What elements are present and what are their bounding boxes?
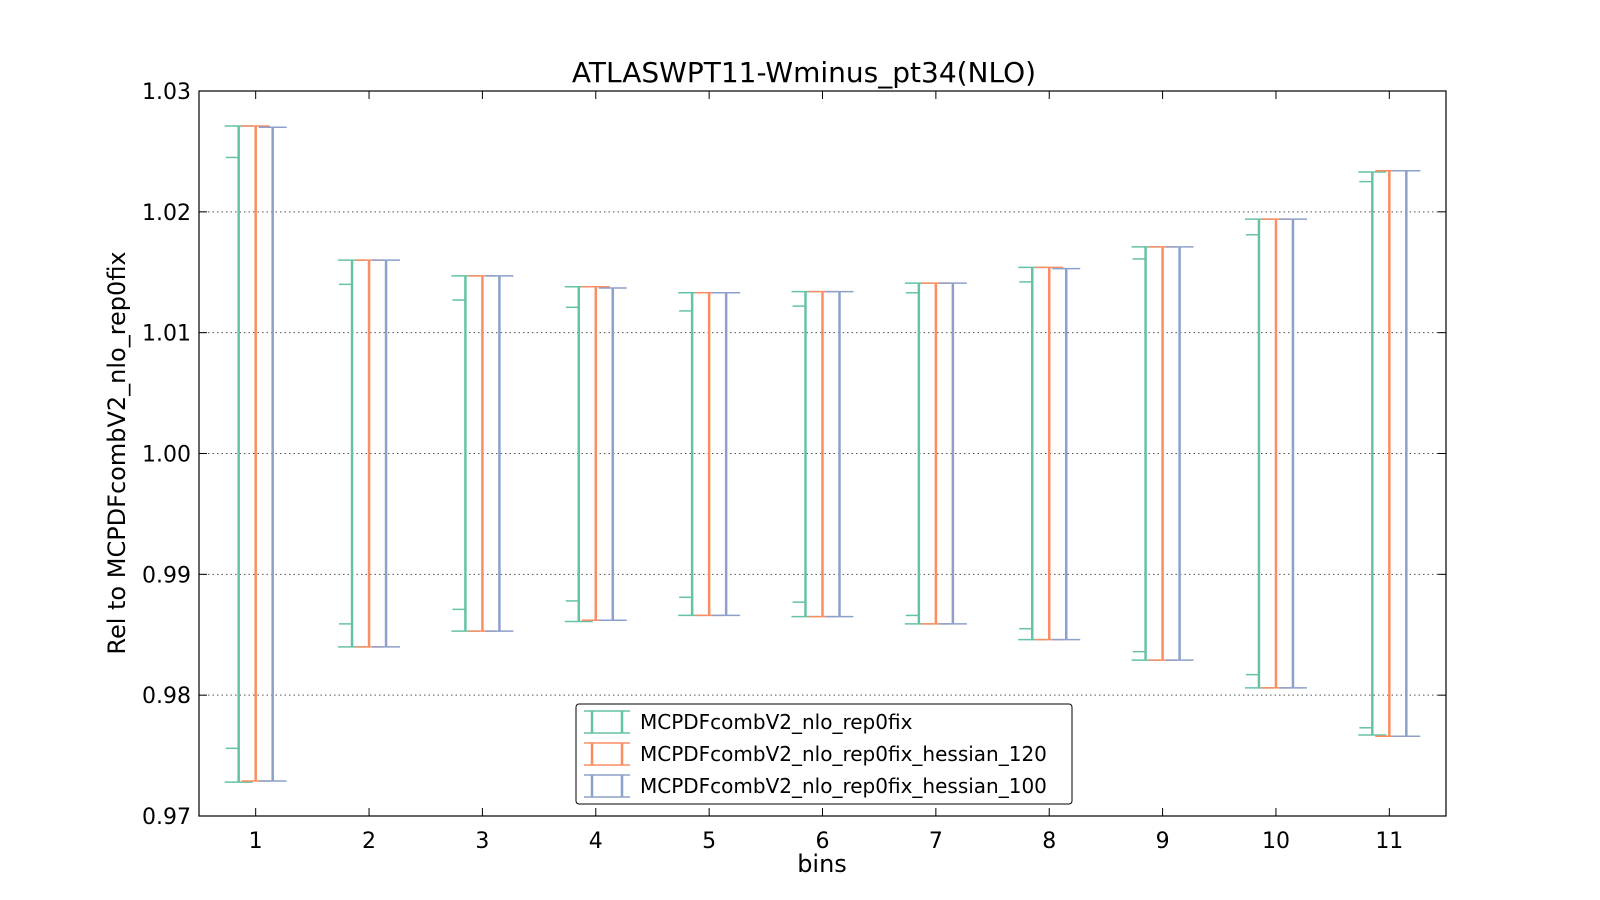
x-axis-label: bins	[797, 850, 847, 878]
error-bar	[1165, 246, 1194, 661]
error-bar	[712, 292, 741, 617]
y-tick-label: 0.99	[142, 563, 191, 588]
error-bar	[1018, 266, 1047, 641]
legend-entry: MCPDFcombV2_nlo_rep0fix_hessian_120	[584, 742, 1047, 766]
grid	[199, 211, 1446, 696]
error-bar	[598, 287, 627, 621]
x-tick-label: 4	[589, 829, 603, 854]
y-tick-label: 0.98	[142, 684, 191, 709]
x-tick-label: 10	[1262, 829, 1290, 854]
error-bar	[1392, 170, 1421, 737]
y-tick-label: 1.03	[142, 80, 191, 105]
y-tick-label: 0.97	[142, 805, 191, 830]
y-axis-label: Rel to MCPDFcombV2_nlo_rep0fix	[103, 251, 131, 654]
x-tick-label: 5	[702, 829, 716, 854]
error-bar	[485, 275, 514, 632]
y-tick-label: 1.01	[142, 322, 191, 347]
legend-label: MCPDFcombV2_nlo_rep0fix	[640, 710, 913, 734]
y-tick-label: 1.02	[142, 201, 191, 226]
x-tick-label: 1	[249, 829, 263, 854]
legend-entry: MCPDFcombV2_nlo_rep0fix	[584, 710, 913, 734]
error-bar	[1278, 218, 1307, 689]
error-bars	[224, 125, 1421, 783]
error-bar	[1052, 267, 1081, 641]
legend-box	[575, 703, 1073, 805]
error-bar	[825, 290, 854, 618]
axis-ticks: 0.97 0.98 0.99 1.00 1.01 1.02 1.03 1 2 3 4 5 6 7 8 9 10 1…	[142, 80, 1446, 854]
x-tick-label: 3	[475, 829, 489, 854]
legend: MCPDFcombV2_nlo_rep0fix MCPDFcombV2_nlo_r…	[575, 703, 1073, 805]
error-bar	[372, 259, 401, 648]
chart-title: ATLASWPT11-Wminus_pt34(NLO)	[572, 56, 1036, 89]
x-tick-label: 11	[1375, 829, 1403, 854]
x-tick-label: 9	[1156, 829, 1170, 854]
x-tick-label: 6	[816, 829, 830, 854]
legend-entry: MCPDFcombV2_nlo_rep0fix_hessian_100	[584, 774, 1047, 798]
error-bar	[258, 126, 287, 782]
error-bar	[938, 282, 967, 625]
error-bar	[1358, 171, 1387, 736]
x-tick-label: 8	[1042, 829, 1056, 854]
legend-label: MCPDFcombV2_nlo_rep0fix_hessian_120	[640, 742, 1047, 766]
x-tick-label: 7	[929, 829, 943, 854]
legend-label: MCPDFcombV2_nlo_rep0fix_hessian_100	[640, 774, 1047, 798]
x-tick-label: 2	[362, 829, 376, 854]
y-tick-label: 1.00	[142, 443, 191, 468]
